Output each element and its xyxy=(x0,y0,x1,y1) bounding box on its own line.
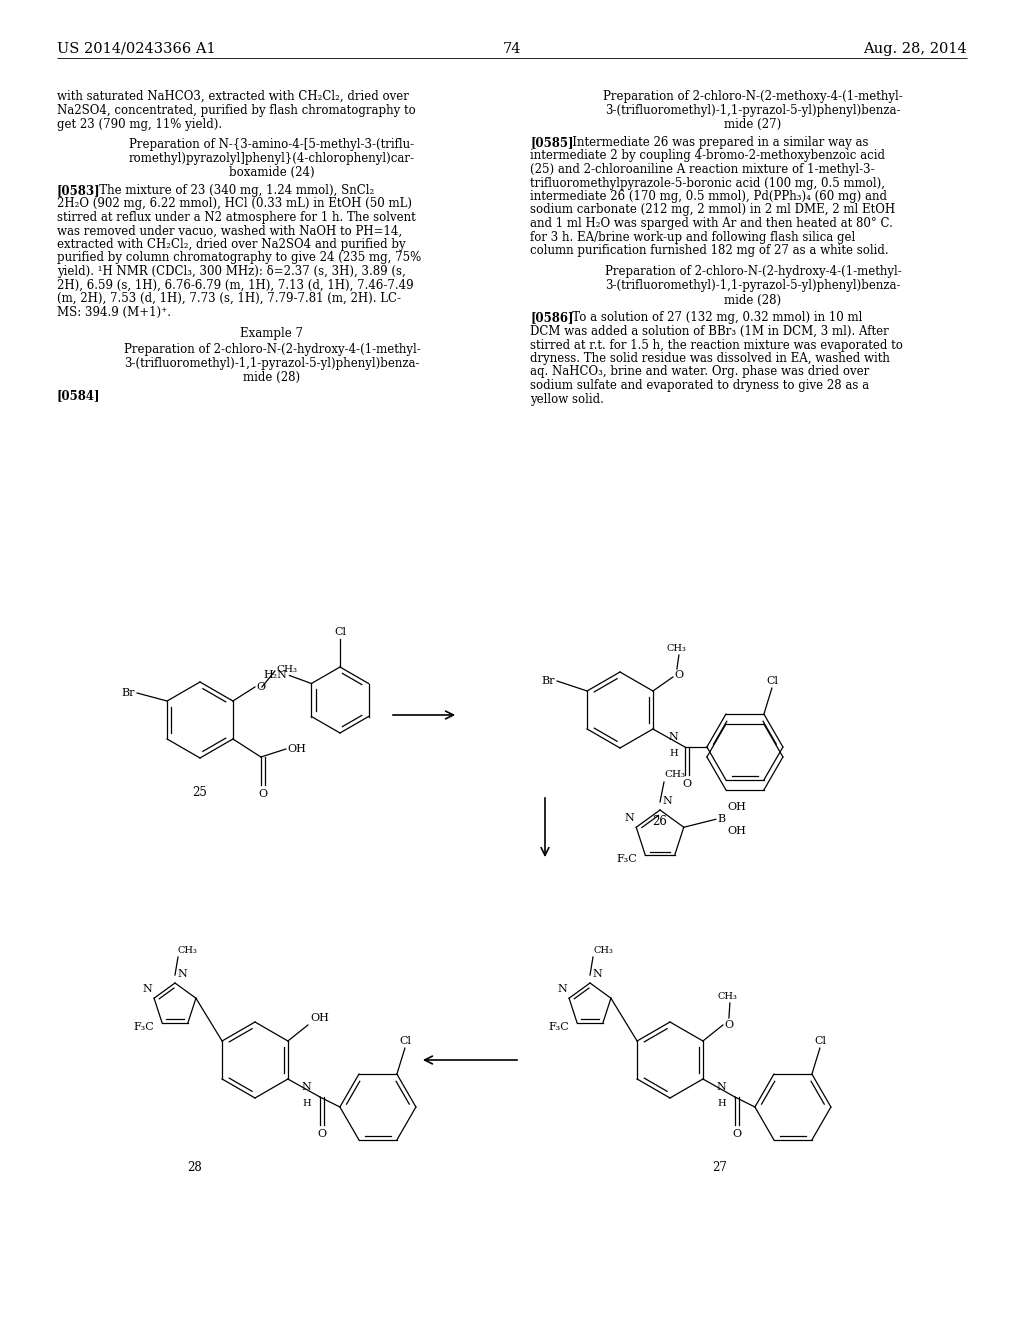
Text: stirred at r.t. for 1.5 h, the reaction mixture was evaporated to: stirred at r.t. for 1.5 h, the reaction … xyxy=(530,338,903,351)
Text: trifluoromethylpyrazole-5-boronic acid (100 mg, 0.5 mmol),: trifluoromethylpyrazole-5-boronic acid (… xyxy=(530,177,885,190)
Text: O: O xyxy=(317,1129,327,1139)
Text: B: B xyxy=(718,814,726,824)
Text: Br: Br xyxy=(542,676,555,686)
Text: 74: 74 xyxy=(503,42,521,55)
Text: CH₃: CH₃ xyxy=(593,946,613,954)
Text: column purification furnished 182 mg of 27 as a white solid.: column purification furnished 182 mg of … xyxy=(530,244,889,257)
Text: Na2SO4, concentrated, purified by flash chromatography to: Na2SO4, concentrated, purified by flash … xyxy=(57,104,416,117)
Text: 3-(trifluoromethyl)-1,1-pyrazol-5-yl)phenyl)benza-: 3-(trifluoromethyl)-1,1-pyrazol-5-yl)phe… xyxy=(605,280,901,293)
Text: 3-(trifluoromethyl)-1,1-pyrazol-5-yl)phenyl)benza-: 3-(trifluoromethyl)-1,1-pyrazol-5-yl)phe… xyxy=(605,104,901,117)
Text: 3-(trifluoromethyl)-1,1-pyrazol-5-yl)phenyl)benza-: 3-(trifluoromethyl)-1,1-pyrazol-5-yl)phe… xyxy=(124,356,420,370)
Text: CH₃: CH₃ xyxy=(664,770,685,779)
Text: (25) and 2-chloroaniline A reaction mixture of 1-methyl-3-: (25) and 2-chloroaniline A reaction mixt… xyxy=(530,162,874,176)
Text: F₃C: F₃C xyxy=(133,1022,154,1032)
Text: purified by column chromatography to give 24 (235 mg, 75%: purified by column chromatography to giv… xyxy=(57,252,421,264)
Text: sodium carbonate (212 mg, 2 mmol) in 2 ml DME, 2 ml EtOH: sodium carbonate (212 mg, 2 mmol) in 2 m… xyxy=(530,203,895,216)
Text: 27: 27 xyxy=(713,1162,727,1173)
Text: [0584]: [0584] xyxy=(57,389,100,403)
Text: OH: OH xyxy=(728,826,746,837)
Text: O: O xyxy=(674,671,683,680)
Text: intermediate 26 (170 mg, 0.5 mmol), Pd(PPh₃)₄ (60 mg) and: intermediate 26 (170 mg, 0.5 mmol), Pd(P… xyxy=(530,190,887,203)
Text: with saturated NaHCO3, extracted with CH₂Cl₂, dried over: with saturated NaHCO3, extracted with CH… xyxy=(57,90,409,103)
Text: intermediate 2 by coupling 4-bromo-2-methoxybenzoic acid: intermediate 2 by coupling 4-bromo-2-met… xyxy=(530,149,885,162)
Text: [0585]: [0585] xyxy=(530,136,573,149)
Text: N: N xyxy=(142,985,153,994)
Text: H₂N: H₂N xyxy=(263,671,288,681)
Text: H: H xyxy=(717,1100,726,1107)
Text: OH: OH xyxy=(728,803,746,812)
Text: mide (28): mide (28) xyxy=(724,293,781,306)
Text: N: N xyxy=(669,733,679,742)
Text: Preparation of N-{3-amino-4-[5-methyl-3-(triflu-: Preparation of N-{3-amino-4-[5-methyl-3-… xyxy=(129,139,415,150)
Text: N: N xyxy=(717,1082,727,1092)
Text: [0586]: [0586] xyxy=(530,312,573,325)
Text: CH₃: CH₃ xyxy=(275,664,297,673)
Text: Br: Br xyxy=(122,688,135,698)
Text: yellow solid.: yellow solid. xyxy=(530,392,604,405)
Text: O: O xyxy=(682,779,691,789)
Text: H: H xyxy=(669,748,678,758)
Text: F₃C: F₃C xyxy=(548,1022,569,1032)
Text: Aug. 28, 2014: Aug. 28, 2014 xyxy=(863,42,967,55)
Text: was removed under vacuo, washed with NaOH to PH=14,: was removed under vacuo, washed with NaO… xyxy=(57,224,402,238)
Text: romethyl)pyrazolyl]phenyl}(4-chlorophenyl)car-: romethyl)pyrazolyl]phenyl}(4-chloropheny… xyxy=(129,152,415,165)
Text: Intermediate 26 was prepared in a similar way as: Intermediate 26 was prepared in a simila… xyxy=(560,136,868,149)
Text: CH₃: CH₃ xyxy=(178,946,198,954)
Text: Cl: Cl xyxy=(814,1036,826,1045)
Text: MS: 394.9 (M+1)⁺.: MS: 394.9 (M+1)⁺. xyxy=(57,305,171,318)
Text: 2H₂O (902 mg, 6.22 mmol), HCl (0.33 mL) in EtOH (50 mL): 2H₂O (902 mg, 6.22 mmol), HCl (0.33 mL) … xyxy=(57,198,412,210)
Text: N: N xyxy=(557,985,567,994)
Text: To a solution of 27 (132 mg, 0.32 mmol) in 10 ml: To a solution of 27 (132 mg, 0.32 mmol) … xyxy=(560,312,862,325)
Text: [0583]: [0583] xyxy=(57,183,100,197)
Text: CH₃: CH₃ xyxy=(718,993,738,1001)
Text: DCM was added a solution of BBr₃ (1M in DCM, 3 ml). After: DCM was added a solution of BBr₃ (1M in … xyxy=(530,325,889,338)
Text: sodium sulfate and evaporated to dryness to give 28 as a: sodium sulfate and evaporated to dryness… xyxy=(530,379,869,392)
Text: dryness. The solid residue was dissolved in EA, washed with: dryness. The solid residue was dissolved… xyxy=(530,352,890,366)
Text: H: H xyxy=(302,1100,310,1107)
Text: O: O xyxy=(256,682,265,692)
Text: mide (28): mide (28) xyxy=(244,371,301,384)
Text: N: N xyxy=(302,1082,311,1092)
Text: 28: 28 xyxy=(187,1162,203,1173)
Text: Example 7: Example 7 xyxy=(241,327,303,341)
Text: aq. NaHCO₃, brine and water. Org. phase was dried over: aq. NaHCO₃, brine and water. Org. phase … xyxy=(530,366,869,379)
Text: get 23 (790 mg, 11% yield).: get 23 (790 mg, 11% yield). xyxy=(57,117,222,131)
Text: for 3 h. EA/brine work-up and following flash silica gel: for 3 h. EA/brine work-up and following … xyxy=(530,231,855,243)
Text: O: O xyxy=(724,1020,733,1030)
Text: Cl: Cl xyxy=(766,676,778,686)
Text: N: N xyxy=(662,796,672,807)
Text: Cl: Cl xyxy=(399,1036,411,1045)
Text: N: N xyxy=(625,813,634,824)
Text: OH: OH xyxy=(310,1012,329,1023)
Text: boxamide (24): boxamide (24) xyxy=(229,166,314,180)
Text: F₃C: F₃C xyxy=(616,854,637,865)
Text: OH: OH xyxy=(287,744,306,754)
Text: yield). ¹H NMR (CDCl₃, 300 MHz): δ=2.37 (s, 3H), 3.89 (s,: yield). ¹H NMR (CDCl₃, 300 MHz): δ=2.37 … xyxy=(57,265,406,279)
Text: O: O xyxy=(732,1129,741,1139)
Text: and 1 ml H₂O was sparged with Ar and then heated at 80° C.: and 1 ml H₂O was sparged with Ar and the… xyxy=(530,216,893,230)
Text: 26: 26 xyxy=(652,814,668,828)
Text: mide (27): mide (27) xyxy=(724,117,781,131)
Text: The mixture of 23 (340 mg, 1.24 mmol), SnCl₂: The mixture of 23 (340 mg, 1.24 mmol), S… xyxy=(88,183,374,197)
Text: Cl: Cl xyxy=(334,627,346,638)
Text: N: N xyxy=(592,969,602,979)
Text: 2H), 6.59 (s, 1H), 6.76-6.79 (m, 1H), 7.13 (d, 1H), 7.46-7.49: 2H), 6.59 (s, 1H), 6.76-6.79 (m, 1H), 7.… xyxy=(57,279,414,292)
Text: O: O xyxy=(258,789,267,799)
Text: 25: 25 xyxy=(193,785,208,799)
Text: N: N xyxy=(177,969,186,979)
Text: stirred at reflux under a N2 atmosphere for 1 h. The solvent: stirred at reflux under a N2 atmosphere … xyxy=(57,211,416,224)
Text: Preparation of 2-chloro-N-(2-hydroxy-4-(1-methyl-: Preparation of 2-chloro-N-(2-hydroxy-4-(… xyxy=(604,265,901,279)
Text: US 2014/0243366 A1: US 2014/0243366 A1 xyxy=(57,42,216,55)
Text: extracted with CH₂Cl₂, dried over Na2SO4 and purified by: extracted with CH₂Cl₂, dried over Na2SO4… xyxy=(57,238,406,251)
Text: Preparation of 2-chloro-N-(2-methoxy-4-(1-methyl-: Preparation of 2-chloro-N-(2-methoxy-4-(… xyxy=(603,90,903,103)
Text: (m, 2H), 7.53 (d, 1H), 7.73 (s, 1H), 7.79-7.81 (m, 2H). LC-: (m, 2H), 7.53 (d, 1H), 7.73 (s, 1H), 7.7… xyxy=(57,292,401,305)
Text: Preparation of 2-chloro-N-(2-hydroxy-4-(1-methyl-: Preparation of 2-chloro-N-(2-hydroxy-4-(… xyxy=(124,343,421,356)
Text: CH₃: CH₃ xyxy=(667,644,687,653)
